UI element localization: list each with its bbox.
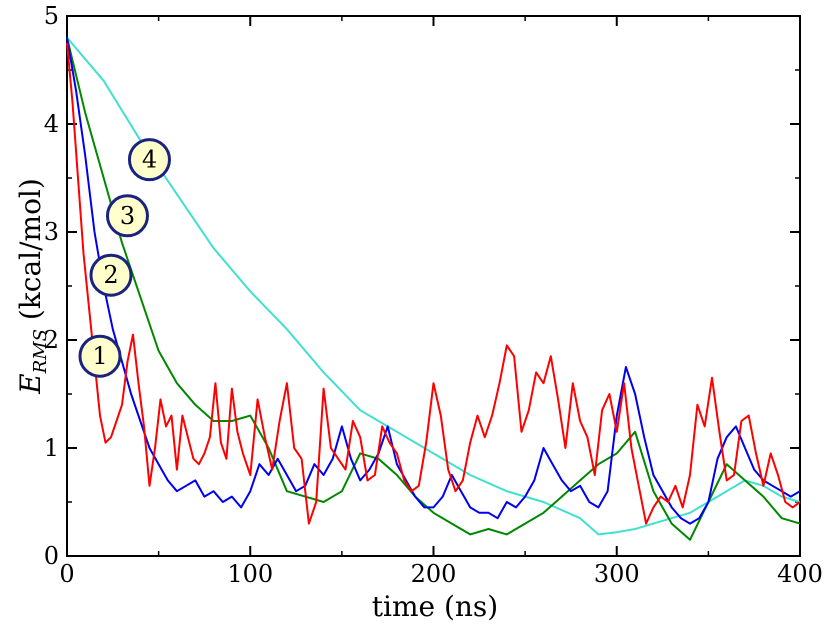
series-marker-label: 1 [92,342,107,370]
y-axis-label-symbol: E [14,373,47,394]
y-tick-label: 0 [44,542,59,570]
y-axis-label: ERMS (kcal/mol) [14,178,51,395]
series-marker-circle [78,334,122,378]
y-tick-label: 4 [44,110,59,138]
x-tick-label: 300 [594,560,640,588]
series-marker-2: 2 [89,253,133,297]
x-tick-label: 400 [777,560,823,588]
y-tick-label: 3 [44,218,59,246]
series-line-3 [66,37,801,541]
series-marker-circle [105,194,149,238]
series-marker-3: 3 [105,194,149,238]
series-line-1 [66,42,801,525]
x-tick-label: 0 [59,560,74,588]
x-tick-label: 100 [227,560,273,588]
series-marker-label: 3 [120,202,135,230]
y-tick-label: 5 [44,2,59,30]
series-marker-label: 2 [103,261,118,289]
y-axis-label-subscript: RMS [30,329,51,374]
series-line-4 [66,36,801,536]
series-marker-circle [127,138,171,182]
series-marker-label: 4 [142,146,157,174]
y-axis-label-units: (kcal/mol) [14,178,47,329]
x-tick-label: 200 [411,560,457,588]
series-layer [66,36,801,541]
series-marker-4: 4 [127,138,171,182]
y-tick-label: 1 [44,434,59,462]
x-axis-label: time (ns) [372,590,498,623]
series-line-2 [66,37,801,525]
y-tick-label: 2 [44,326,59,354]
series-marker-1: 1 [78,334,122,378]
series-markers: 1 2 34 [78,138,171,378]
series-marker-circle [89,253,133,297]
